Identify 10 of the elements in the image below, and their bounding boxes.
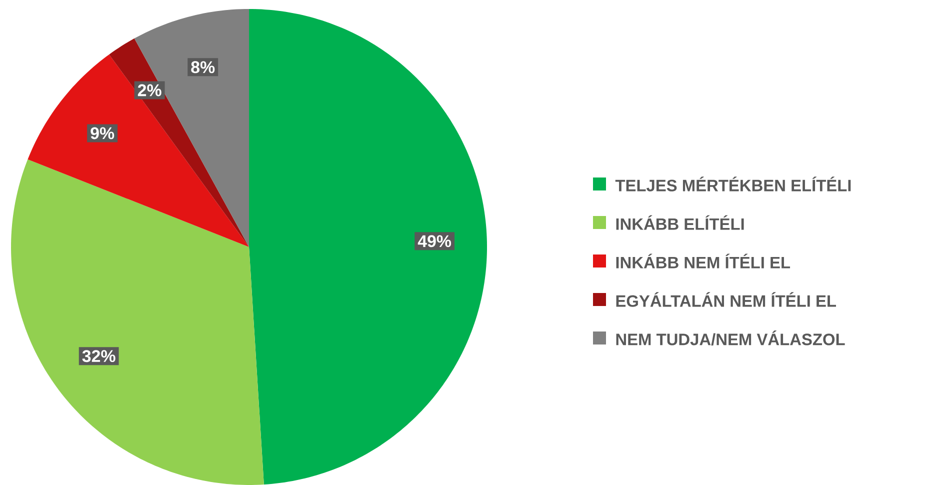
legend-label: EGYÁLTALÁN NEM ÍTÉLI EL: [616, 292, 836, 307]
data-label: 2%: [138, 84, 162, 96]
data-label: 9%: [90, 127, 114, 140]
data-label: 49%: [418, 235, 452, 248]
legend-label: INKÁBB NEM ÍTÉLI EL: [616, 254, 790, 268]
legend-label: INKÁBB ELÍTÉLI: [616, 215, 744, 230]
data-label: 32%: [82, 350, 116, 362]
legend-label: TELJES MÉRTÉKBEN ELÍTÉLI: [615, 176, 851, 192]
legend-label: NEM TUDJA/NEM VÁLASZOL: [616, 330, 845, 346]
data-label: 8%: [191, 61, 215, 74]
